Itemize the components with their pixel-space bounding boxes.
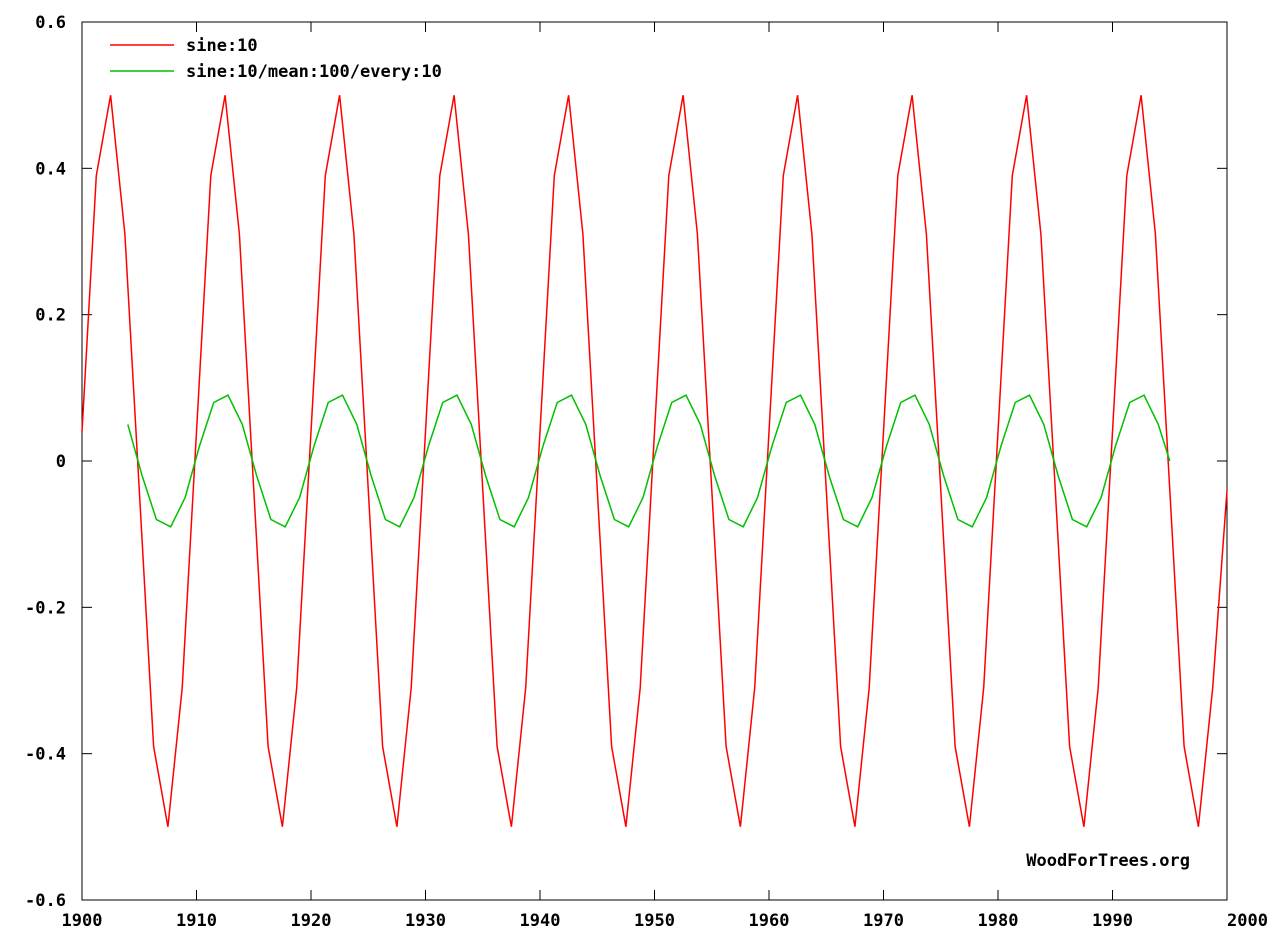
legend-label-1: sine:10/mean:100/every:10 (186, 62, 442, 82)
y-tick-label-1: 0.4 (35, 159, 66, 179)
series-line-1 (127, 394, 1171, 528)
series-line-0 (81, 95, 1228, 827)
x-tick-label-7: 1970 (863, 911, 904, 931)
x-tick-label-5: 1950 (634, 911, 675, 931)
x-axis-tick-labels: 1900 1910 1920 1930 1940 1950 1960 1970 1980 1990… (62, 911, 1268, 931)
x-tick-label-2: 1920 (291, 911, 332, 931)
y-axis-tick-labels: 0.6 0.4 0.2 0 -0.2 -0.4 -0.6 (25, 13, 66, 911)
y-tick-label-4: -0.2 (25, 598, 66, 618)
x-tick-label-8: 1980 (978, 911, 1019, 931)
y-tick-label-2: 0.2 (35, 306, 66, 326)
legend-label-0: sine:10 (186, 36, 258, 56)
x-tick-label-0: 1900 (62, 911, 103, 931)
x-tick-label-3: 1930 (405, 911, 446, 931)
y-tick-label-0: 0.6 (35, 13, 66, 33)
watermark-text: WoodForTrees.org (1026, 851, 1190, 871)
plot-frame (81, 21, 1228, 901)
x-tick-label-10: 2000 (1227, 911, 1268, 931)
x-tick-label-4: 1940 (520, 911, 561, 931)
x-tick-label-1: 1910 (176, 911, 217, 931)
x-tick-label-6: 1960 (749, 911, 790, 931)
y-tick-label-3: 0 (56, 452, 66, 472)
tick-marks (81, 21, 1228, 901)
x-tick-label-9: 1990 (1092, 911, 1133, 931)
y-tick-label-5: -0.4 (25, 745, 66, 765)
y-tick-label-6: -0.6 (25, 891, 66, 911)
series-layer (81, 95, 1228, 827)
legend: sine:10 sine:10/mean:100/every:10 (110, 36, 442, 82)
